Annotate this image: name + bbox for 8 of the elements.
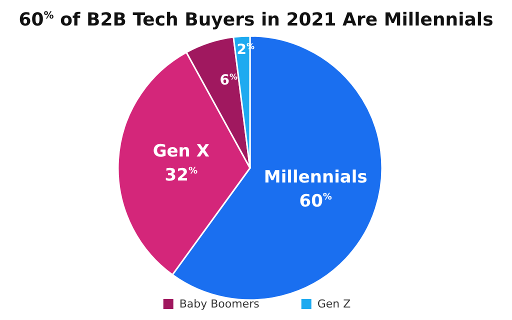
data-label: 32% xyxy=(164,166,198,186)
slice-label: Gen X xyxy=(152,142,210,162)
slice-label: Millennials xyxy=(264,167,368,188)
chart-title: 60% of B2B Tech Buyers in 2021 Are Millennials xyxy=(18,10,494,30)
data-label: 6% xyxy=(220,72,238,88)
legend-label: Gen Z xyxy=(317,298,352,310)
data-label: 60% xyxy=(299,191,332,212)
legend-label: Baby Boomers xyxy=(179,298,260,310)
